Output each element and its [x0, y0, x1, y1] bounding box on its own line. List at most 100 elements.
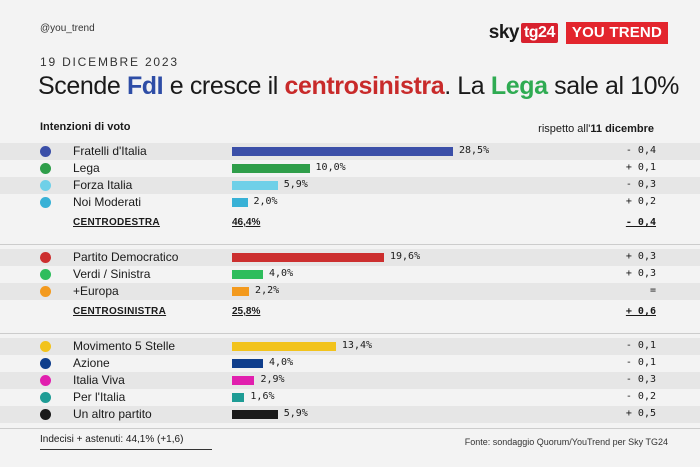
group-rule	[0, 333, 700, 334]
party-bar	[232, 359, 264, 368]
headline-part-2: e cresce il	[163, 72, 285, 100]
party-bar	[232, 342, 336, 351]
coalition-total-row: CENTROSINISTRA 25,8% + 0,6	[0, 304, 700, 321]
party-bar	[232, 393, 245, 402]
logos: sky tg24 YOU TREND	[489, 22, 668, 44]
party-bar	[232, 164, 310, 173]
party-bar	[232, 253, 384, 262]
party-bar	[232, 410, 278, 419]
date: 19 DICEMBRE 2023	[40, 55, 179, 69]
party-row: +Europa 2,2% =	[0, 283, 700, 300]
party-value-label: 13,4%	[341, 340, 373, 351]
party-row: Italia Viva 2,9% - 0,3	[0, 372, 700, 389]
party-row: Azione 4,0% - 0,1	[0, 355, 700, 372]
compare-date: 11 dicembre	[590, 123, 654, 135]
party-row: Verdi / Sinistra 4,0% + 0,3	[0, 266, 700, 283]
party-row: Un altro partito 5,9% + 0,5	[0, 406, 700, 423]
party-delta: + 0,3	[625, 268, 656, 279]
party-value-label: 28,5%	[459, 145, 490, 156]
party-name: Movimento 5 Stelle	[73, 339, 176, 353]
party-value-label: 5,9%	[283, 408, 308, 419]
headline-part-3: . La	[444, 72, 491, 100]
party-delta: - 0,2	[625, 391, 656, 402]
headline-centrosinistra: centrosinistra	[284, 72, 445, 100]
undecided-underline	[40, 449, 212, 450]
party-bar	[232, 270, 264, 279]
party-logo-icon	[40, 286, 51, 297]
party-delta: =	[649, 285, 656, 296]
source-note: Fonte: sondaggio Quorum/YouTrend per Sky…	[464, 437, 668, 447]
party-logo-icon	[40, 341, 51, 352]
party-row: Noi Moderati 2,0% + 0,2	[0, 194, 700, 211]
headline-fdi: FdI	[126, 72, 164, 100]
party-row: Fratelli d'Italia 28,5% - 0,4	[0, 143, 700, 160]
party-row: Partito Democratico 19,6% + 0,3	[0, 249, 700, 266]
party-name: Partito Democratico	[73, 250, 179, 264]
headline-part-4: sale al 10%	[547, 72, 680, 100]
party-logo-icon	[40, 180, 51, 191]
party-delta: - 0,1	[625, 357, 656, 368]
party-row: Movimento 5 Stelle 13,4% - 0,1	[0, 338, 700, 355]
party-name: Un altro partito	[73, 407, 152, 421]
coalition-delta: + 0,6	[625, 306, 656, 317]
party-delta: + 0,1	[625, 162, 656, 173]
undecided-note: Indecisi + astenuti: 44,1% (+1,6)	[40, 434, 184, 445]
party-logo-icon	[40, 375, 51, 386]
sky-tg24-logo: sky tg24	[489, 22, 558, 44]
party-delta: + 0,2	[625, 196, 656, 207]
party-logo-icon	[40, 392, 51, 403]
party-logo-icon	[40, 409, 51, 420]
party-name: Italia Viva	[73, 373, 125, 387]
coalition-name: CENTROSINISTRA	[73, 306, 167, 317]
party-name: Forza Italia	[73, 178, 133, 192]
party-value-label: 2,0%	[253, 196, 278, 207]
party-name: Fratelli d'Italia	[73, 144, 147, 158]
party-value-label: 2,2%	[255, 285, 280, 296]
headline-part-1: Scende	[38, 72, 127, 100]
compare-label-prefix: rispetto all'	[538, 123, 591, 135]
party-name: +Europa	[73, 284, 119, 298]
compare-label: rispetto all'11 dicembre	[538, 123, 654, 135]
headline-lega: Lega	[490, 72, 548, 100]
group-rule	[0, 244, 700, 245]
party-value-label: 5,9%	[283, 179, 308, 190]
party-delta: - 0,3	[625, 179, 656, 190]
party-row: Forza Italia 5,9% - 0,3	[0, 177, 700, 194]
party-delta: + 0,3	[625, 251, 656, 262]
section-label: Intenzioni di voto	[40, 121, 131, 133]
handle: @you_trend	[40, 23, 95, 34]
party-name: Noi Moderati	[73, 195, 142, 209]
sky-logo-text: sky	[488, 22, 520, 43]
party-bar	[232, 287, 250, 296]
party-logo-icon	[40, 269, 51, 280]
tg24-logo-text: tg24	[520, 23, 558, 43]
party-name: Per l'Italia	[73, 390, 126, 404]
party-name: Lega	[73, 161, 100, 175]
coalition-total: 46,4%	[232, 217, 261, 228]
headline: Scende FdI e cresce il centrosinistra. L…	[38, 72, 679, 101]
party-delta: - 0,3	[625, 374, 656, 385]
party-name: Azione	[73, 356, 110, 370]
coalition-delta: - 0,4	[625, 217, 656, 228]
party-delta: + 0,5	[625, 408, 656, 419]
party-value-label: 1,6%	[250, 391, 275, 402]
party-logo-icon	[40, 252, 51, 263]
party-row: Per l'Italia 1,6% - 0,2	[0, 389, 700, 406]
coalition-total: 25,8%	[232, 306, 261, 317]
party-bar	[232, 181, 278, 190]
party-logo-icon	[40, 358, 51, 369]
party-delta: - 0,4	[625, 145, 656, 156]
party-value-label: 19,6%	[389, 251, 421, 262]
party-logo-icon	[40, 163, 51, 174]
group-rule	[0, 428, 700, 429]
party-delta: - 0,1	[625, 340, 656, 351]
party-row: Lega 10,0% + 0,1	[0, 160, 700, 177]
party-bar	[232, 147, 453, 156]
coalition-total-row: CENTRODESTRA 46,4% - 0,4	[0, 215, 700, 232]
coalition-name: CENTRODESTRA	[73, 217, 160, 228]
party-value-label: 4,0%	[269, 357, 294, 368]
party-logo-icon	[40, 197, 51, 208]
party-value-label: 2,9%	[260, 374, 285, 385]
party-bar	[232, 376, 255, 385]
party-logo-icon	[40, 146, 51, 157]
